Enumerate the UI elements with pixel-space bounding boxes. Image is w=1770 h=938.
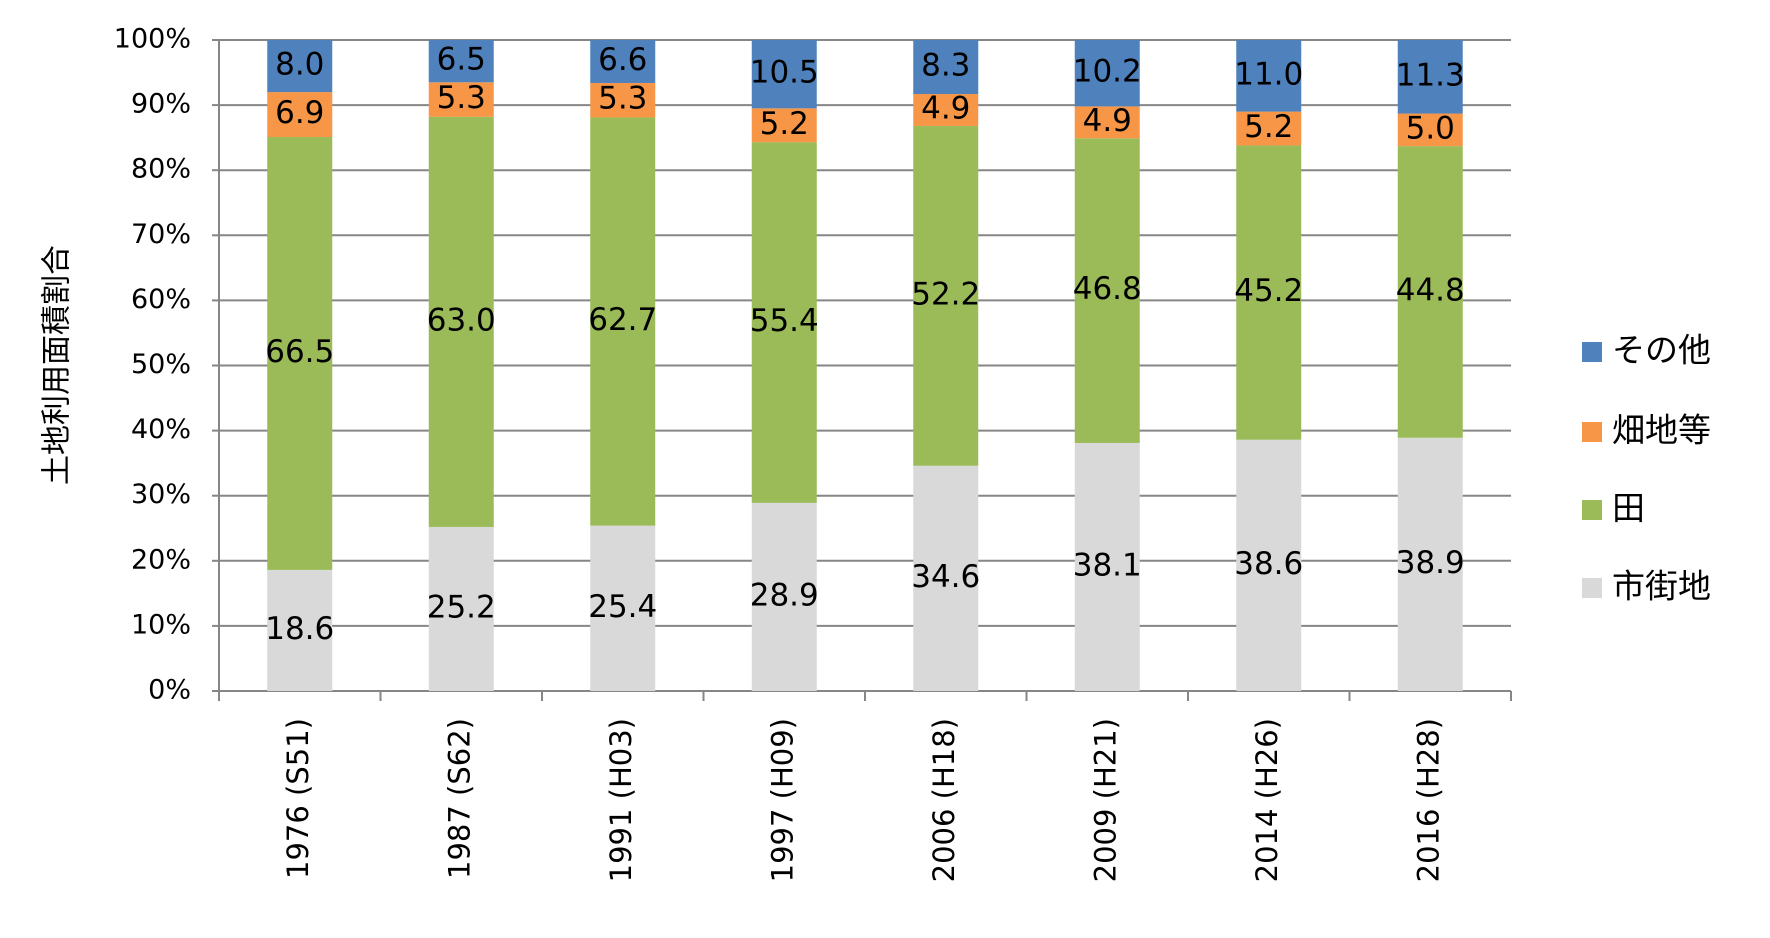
bar-segment xyxy=(913,125,979,466)
data-label: 44.8 xyxy=(1396,272,1465,308)
bar-segment xyxy=(1074,40,1140,107)
legend-swatch xyxy=(1582,422,1602,442)
data-label: 11.3 xyxy=(1396,57,1465,93)
legend-label: 田 xyxy=(1612,489,1645,528)
y-tick-label: 90% xyxy=(131,89,191,120)
x-tick-label: 1991 (H03) xyxy=(604,718,638,882)
y-tick-label: 50% xyxy=(131,349,191,380)
bar-segment xyxy=(751,142,817,503)
bar-segment xyxy=(751,40,817,109)
x-tick-label: 2014 (H26) xyxy=(1250,718,1284,882)
data-label: 62.7 xyxy=(588,302,657,338)
data-label: 8.0 xyxy=(275,47,324,83)
y-tick-label: 30% xyxy=(131,479,191,510)
y-tick-label: 20% xyxy=(131,544,191,575)
legend-label: その他 xyxy=(1612,331,1711,370)
y-tick-label: 40% xyxy=(131,414,191,445)
x-tick-label: 1976 (S51) xyxy=(281,718,315,879)
bar-segment xyxy=(428,82,494,117)
legend-swatch xyxy=(1582,578,1602,598)
data-label: 38.9 xyxy=(1396,545,1465,581)
data-label: 18.6 xyxy=(265,611,334,647)
bar-segment xyxy=(590,82,656,118)
bar-segment xyxy=(590,40,656,83)
y-tick-label: 80% xyxy=(131,154,191,185)
data-label: 5.0 xyxy=(1406,110,1455,146)
data-label: 63.0 xyxy=(427,302,496,338)
bar-segment xyxy=(1397,437,1463,691)
y-tick-label: 0% xyxy=(148,675,191,706)
bar-segment xyxy=(1236,145,1302,440)
data-label: 6.9 xyxy=(275,95,324,131)
data-label: 5.3 xyxy=(437,80,486,116)
y-tick-label: 100% xyxy=(114,24,191,55)
data-label: 4.9 xyxy=(1083,103,1132,139)
data-label: 5.2 xyxy=(1244,109,1293,145)
bar-segment xyxy=(428,526,494,691)
y-tick-label: 10% xyxy=(131,609,191,640)
data-label: 5.2 xyxy=(760,106,809,142)
bar-segment xyxy=(751,502,817,691)
bar-segment xyxy=(428,40,494,83)
bar-segment xyxy=(1074,106,1140,139)
data-label: 55.4 xyxy=(750,303,819,339)
data-label: 46.8 xyxy=(1073,271,1142,307)
data-label: 66.5 xyxy=(265,334,334,370)
x-tick-label: 2006 (H18) xyxy=(927,718,961,882)
legend-label: 市街地 xyxy=(1612,567,1711,606)
legend-swatch xyxy=(1582,500,1602,520)
data-label: 6.6 xyxy=(598,42,647,78)
bar-segment xyxy=(267,92,333,137)
data-label: 34.6 xyxy=(911,559,980,595)
data-label: 52.2 xyxy=(911,276,980,312)
bar-segment xyxy=(1236,439,1302,691)
y-tick-label: 60% xyxy=(131,284,191,315)
data-label: 38.6 xyxy=(1234,546,1303,582)
bar-segment xyxy=(1397,113,1463,147)
bar-segment xyxy=(913,94,979,126)
bar-segment xyxy=(1397,40,1463,114)
bar-segment xyxy=(590,117,656,526)
y-tick-label: 70% xyxy=(131,219,191,250)
legend-label: 畑地等 xyxy=(1612,411,1711,450)
data-label: 10.2 xyxy=(1073,54,1142,90)
x-tick-label: 1997 (H09) xyxy=(765,718,799,882)
bar-segment xyxy=(1074,442,1140,691)
data-label: 5.3 xyxy=(598,81,647,117)
data-label: 45.2 xyxy=(1234,273,1303,309)
bar-segment xyxy=(428,116,494,527)
bar-segment xyxy=(913,40,979,95)
data-label: 8.3 xyxy=(921,48,970,84)
bar-segment xyxy=(1397,146,1463,438)
bar-segment xyxy=(913,465,979,691)
data-label: 10.5 xyxy=(750,55,819,91)
bar-segment xyxy=(1236,40,1302,112)
data-label: 38.1 xyxy=(1073,547,1142,583)
data-label: 6.5 xyxy=(437,42,486,78)
bar-segment xyxy=(267,569,333,691)
data-label: 25.4 xyxy=(588,589,657,625)
data-label: 25.2 xyxy=(427,589,496,625)
y-axis-title: 土地利用面積割合 xyxy=(40,245,75,485)
legend-swatch xyxy=(1582,342,1602,362)
bar-segment xyxy=(751,108,817,143)
data-label: 4.9 xyxy=(921,90,970,126)
bar-segment xyxy=(1236,111,1302,146)
x-tick-label: 2016 (H28) xyxy=(1411,718,1445,882)
bar-segment xyxy=(1074,138,1140,443)
data-label: 11.0 xyxy=(1234,56,1303,92)
data-label: 28.9 xyxy=(750,577,819,613)
x-tick-label: 2009 (H21) xyxy=(1088,718,1122,882)
bar-segment xyxy=(267,136,333,570)
bar-segment xyxy=(590,525,656,691)
bar-segment xyxy=(267,40,333,93)
x-tick-label: 1987 (S62) xyxy=(442,718,476,879)
